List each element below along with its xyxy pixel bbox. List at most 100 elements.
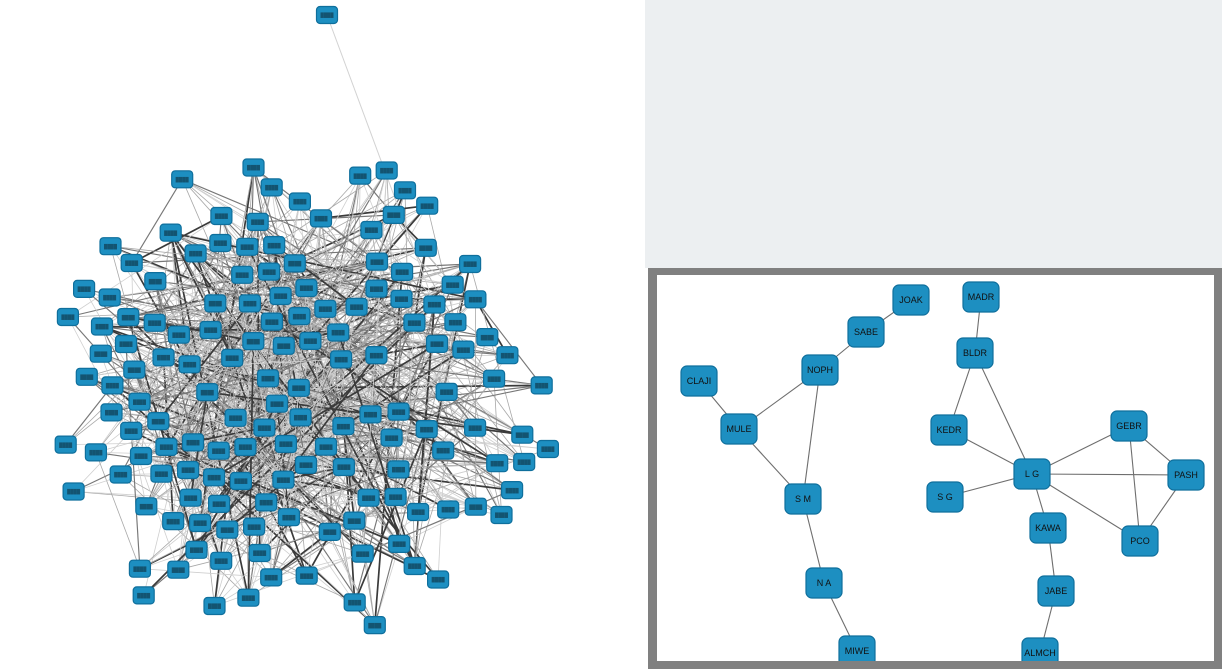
graph-edge[interactable] bbox=[1031, 473, 1187, 476]
graph-edge[interactable] bbox=[1128, 425, 1141, 542]
graph-node[interactable] bbox=[390, 289, 413, 308]
graph-node-shape[interactable] bbox=[930, 414, 968, 446]
graph-node[interactable] bbox=[365, 252, 389, 271]
graph-node[interactable] bbox=[242, 158, 265, 177]
graph-node[interactable]: JABE bbox=[1037, 575, 1075, 607]
graph-node[interactable] bbox=[143, 313, 166, 332]
graph-node[interactable] bbox=[380, 428, 403, 447]
graph-node[interactable] bbox=[388, 534, 411, 554]
graph-node[interactable] bbox=[229, 471, 252, 491]
graph-node[interactable] bbox=[120, 421, 143, 440]
graph-node[interactable] bbox=[54, 435, 77, 454]
graph-node[interactable]: L G bbox=[1013, 458, 1051, 490]
graph-node[interactable] bbox=[490, 505, 513, 525]
graph-node[interactable] bbox=[357, 488, 380, 507]
graph-node[interactable] bbox=[135, 497, 158, 516]
graph-node[interactable] bbox=[501, 481, 524, 500]
main-network-canvas[interactable]: ████ ████ ████ ████ ████ ████ ████ ████ ████ ████… bbox=[0, 0, 645, 669]
graph-node[interactable] bbox=[185, 540, 208, 559]
graph-node[interactable] bbox=[299, 331, 322, 350]
graph-node[interactable] bbox=[513, 452, 536, 472]
graph-node[interactable] bbox=[117, 308, 140, 327]
graph-node[interactable] bbox=[255, 493, 278, 512]
graph-node[interactable] bbox=[416, 196, 439, 215]
graph-node[interactable] bbox=[464, 418, 487, 437]
graph-node[interactable] bbox=[210, 551, 233, 570]
graph-node[interactable] bbox=[387, 402, 410, 421]
graph-node[interactable] bbox=[294, 455, 318, 474]
graph-node[interactable] bbox=[464, 290, 487, 309]
graph-node[interactable] bbox=[365, 346, 388, 365]
graph-node[interactable] bbox=[332, 457, 355, 477]
graph-node-shape[interactable] bbox=[784, 483, 822, 515]
graph-node[interactable] bbox=[384, 487, 407, 507]
graph-node[interactable] bbox=[90, 317, 114, 336]
graph-node[interactable]: CLAJI bbox=[680, 365, 718, 397]
graph-node[interactable] bbox=[189, 513, 212, 533]
graph-node[interactable] bbox=[203, 468, 226, 487]
graph-node-shape[interactable] bbox=[720, 413, 758, 445]
graph-node[interactable] bbox=[351, 544, 374, 563]
graph-node[interactable] bbox=[221, 348, 244, 367]
graph-node[interactable]: PASH bbox=[1167, 459, 1205, 491]
graph-node[interactable] bbox=[246, 212, 269, 231]
graph-node[interactable] bbox=[237, 588, 260, 607]
graph-node[interactable] bbox=[84, 443, 108, 462]
graph-node[interactable] bbox=[231, 265, 254, 284]
graph-node[interactable] bbox=[265, 394, 289, 413]
graph-node[interactable] bbox=[403, 313, 426, 332]
graph-node[interactable] bbox=[132, 586, 155, 605]
graph-node[interactable] bbox=[99, 237, 122, 256]
graph-node[interactable] bbox=[486, 454, 509, 473]
graph-node[interactable] bbox=[314, 299, 337, 318]
graph-node[interactable] bbox=[407, 502, 430, 522]
graph-node-shape[interactable] bbox=[801, 354, 839, 386]
graph-node[interactable] bbox=[253, 418, 276, 437]
main-network-view[interactable]: ████ ████ ████ ████ ████ ████ ████ ████ ████ ████… bbox=[0, 0, 645, 669]
graph-node[interactable] bbox=[120, 253, 143, 273]
graph-node[interactable] bbox=[476, 328, 499, 347]
graph-node[interactable] bbox=[272, 336, 295, 355]
graph-node[interactable] bbox=[196, 383, 219, 402]
graph-node-shape[interactable] bbox=[1121, 525, 1159, 557]
graph-node[interactable] bbox=[209, 233, 232, 253]
graph-node[interactable] bbox=[100, 403, 123, 422]
graph-node[interactable]: JOAK bbox=[892, 284, 930, 316]
graph-node[interactable] bbox=[179, 488, 202, 507]
graph-node[interactable] bbox=[155, 437, 178, 456]
graph-node[interactable] bbox=[199, 320, 222, 340]
graph-node[interactable] bbox=[147, 412, 170, 431]
graph-node[interactable] bbox=[289, 408, 312, 427]
graph-node[interactable] bbox=[332, 417, 355, 436]
graph-node[interactable] bbox=[181, 433, 205, 452]
graph-node[interactable] bbox=[309, 209, 333, 228]
graph-node-shape[interactable] bbox=[1013, 458, 1051, 490]
graph-node[interactable]: MADR bbox=[962, 281, 1000, 313]
graph-node[interactable] bbox=[295, 566, 318, 585]
graph-node[interactable] bbox=[496, 346, 519, 365]
graph-node[interactable] bbox=[62, 482, 85, 501]
graph-node[interactable] bbox=[204, 294, 227, 313]
graph-node[interactable] bbox=[167, 325, 190, 344]
graph-node[interactable] bbox=[274, 434, 297, 454]
graph-node[interactable] bbox=[184, 244, 207, 263]
graph-edge[interactable] bbox=[974, 352, 1033, 475]
graph-node[interactable] bbox=[258, 262, 281, 281]
graph-edge[interactable] bbox=[802, 369, 821, 500]
graph-node-shape[interactable] bbox=[847, 316, 885, 348]
graph-node[interactable] bbox=[238, 294, 261, 313]
graph-node[interactable] bbox=[382, 205, 405, 224]
graph-node[interactable] bbox=[162, 511, 185, 531]
graph-node[interactable] bbox=[464, 497, 487, 516]
graph-node[interactable] bbox=[159, 223, 182, 242]
graph-node[interactable] bbox=[363, 615, 386, 635]
graph-node[interactable] bbox=[144, 272, 167, 291]
graph-node[interactable] bbox=[277, 508, 300, 527]
graph-node[interactable] bbox=[128, 559, 151, 578]
graph-node[interactable] bbox=[269, 286, 292, 306]
graph-node[interactable] bbox=[427, 570, 450, 589]
graph-node[interactable] bbox=[272, 470, 295, 489]
graph-node[interactable]: BLDR bbox=[956, 337, 994, 369]
graph-node[interactable] bbox=[114, 334, 138, 354]
graph-node[interactable]: GEBR bbox=[1110, 410, 1148, 442]
